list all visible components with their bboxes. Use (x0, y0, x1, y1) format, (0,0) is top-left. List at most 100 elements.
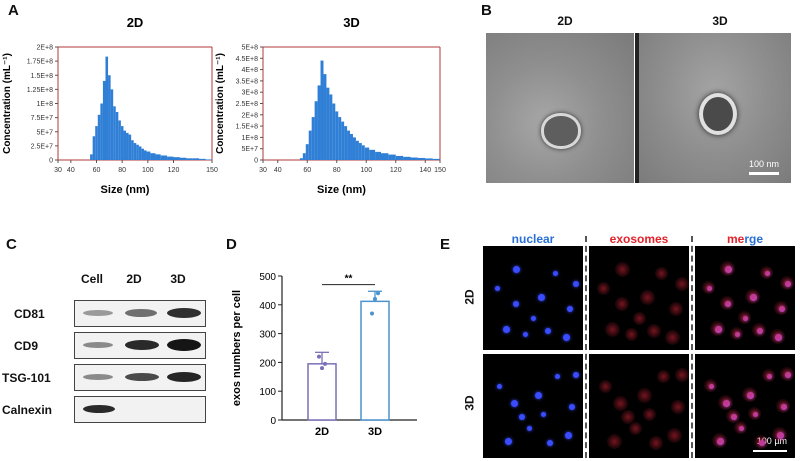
exosome-signal (640, 290, 655, 305)
col-header-nuclear: nuclear (511, 232, 555, 246)
exosome-signal (597, 282, 610, 295)
hist-xtick-label-1-5: 120 (390, 167, 402, 174)
exosome-signal (702, 281, 715, 294)
panel-label-b: B (481, 2, 492, 19)
bar-ytick-label-4: 400 (259, 301, 276, 312)
hist-xtick-label-1-3: 80 (333, 167, 341, 174)
hist-bar-1-21 (361, 145, 365, 160)
exosome-signal (780, 276, 794, 290)
hist-bar-1-11 (332, 103, 336, 160)
hist-bar-1-28 (403, 156, 411, 160)
exosome-signal (780, 367, 794, 381)
row-label-cd9: CD9 (14, 339, 39, 353)
hist-bar-1-15 (344, 126, 348, 160)
nucleus-dot (538, 294, 545, 301)
nucleus-dot (545, 328, 551, 334)
hist-xtick-label-0-4: 100 (142, 167, 154, 174)
exosome-signal (655, 267, 668, 280)
hist-xtick-label-0-2: 60 (93, 167, 101, 174)
hist-xtick-label-1-0: 30 (259, 167, 267, 174)
hist-bar-0-13 (123, 130, 127, 160)
hist-ytick-label-0-1: 2.5E+7 (31, 143, 53, 150)
hist-bar-0-27 (173, 157, 180, 160)
hist-bar-1-4 (311, 117, 315, 160)
exosome-signal (730, 327, 743, 340)
hist-ytick-label-1-8: 4E+8 (241, 67, 258, 74)
hist-bar-0-26 (167, 156, 174, 160)
fluorescence-2d-exosomes (589, 246, 689, 350)
hist-bar-0-9 (113, 106, 116, 160)
blot-row-calnexin (74, 396, 206, 423)
bar-3D (360, 300, 390, 421)
nucleus-dot (567, 306, 573, 312)
panel-label-c: C (6, 236, 17, 253)
exosome-signal (718, 395, 733, 410)
exosome-signal (621, 410, 635, 424)
exosome-signal (760, 266, 773, 279)
fluorescence-3d-exosomes (589, 354, 689, 458)
fluorescence-scale-label: 100 µm (756, 436, 787, 446)
point-2D-0 (317, 354, 321, 359)
hist-bar-0-5 (102, 80, 106, 160)
exosome-signal (742, 387, 757, 402)
hist-bar-0-30 (192, 158, 200, 160)
hist-bar-1-31 (425, 158, 433, 160)
hist-bar-0-16 (131, 140, 134, 160)
nucleus-dot (519, 414, 525, 420)
hist-bar-1-12 (335, 111, 339, 160)
hist-bar-0-6 (105, 56, 109, 161)
hist-ytick-label-0-6: 1.5E+8 (31, 73, 53, 80)
significance-label: ** (345, 274, 353, 285)
row-label-3d: 3D (462, 395, 477, 411)
exosome-signal (643, 408, 656, 421)
hist-bar-0-20 (141, 148, 144, 160)
bar-ytick-label-0: 0 (270, 416, 276, 427)
exosome-signal (657, 370, 670, 383)
hist-bar-0-23 (150, 153, 156, 160)
hist-bar-0-28 (179, 157, 187, 160)
nucleus-dot (535, 392, 542, 399)
hist-ytick-label-1-7: 3.5E+8 (236, 78, 258, 85)
row-label-calnexin: Calnexin (2, 403, 53, 417)
tem-scale-bar (749, 172, 779, 175)
col-header-exosomes: exosomes (609, 232, 669, 246)
hist-xtick-label-1-7: 150 (434, 167, 446, 174)
hist-bar-0-10 (115, 111, 119, 160)
hist-ytick-label-0-5: 1.25E+8 (27, 87, 53, 94)
hist-bar-1-29 (410, 157, 418, 160)
exosome-signal (776, 399, 790, 413)
bar-ytick-label-2: 200 (259, 358, 276, 369)
blot-row-cd81 (74, 300, 206, 327)
exosome-signal (762, 369, 775, 382)
exosome-signal (637, 388, 652, 403)
divider-1 (585, 236, 587, 458)
bar-ytick-label-5: 500 (259, 272, 276, 283)
hist-ytick-label-0-2: 5E+7 (36, 129, 53, 136)
hist-ytick-label-1-2: 1E+8 (241, 135, 258, 142)
hist-bar-0-11 (118, 120, 121, 160)
exosome-signal (633, 312, 646, 325)
row-label-2d: 2D (462, 289, 477, 305)
nucleus-dot (547, 440, 553, 446)
hist-xtick-label-0-1: 40 (67, 167, 75, 174)
fluorescence-3d-merge: 100 µm (695, 354, 795, 458)
hist-bar-1-6 (317, 85, 321, 160)
col-header-merge: merge (695, 232, 795, 246)
hist-xtick-label-1-2: 60 (303, 167, 311, 174)
exosome-signal (665, 330, 680, 345)
row-label-tsg101: TSG-101 (2, 371, 51, 385)
hist-bar-0-2 (95, 126, 98, 160)
exosome-signal (649, 436, 663, 450)
bar-xtick-label-0: 2D (315, 426, 329, 438)
exosome-signal (675, 277, 689, 291)
hist-bar-1-0 (299, 158, 303, 160)
hist-bar-1-8 (323, 74, 327, 160)
hist-xtick-label-1-6: 140 (419, 167, 431, 174)
hist-bar-0-19 (138, 146, 142, 160)
exosome-signal (720, 261, 735, 276)
hist-bar-0-1 (92, 136, 96, 160)
nucleus-dot (497, 384, 502, 389)
exosome-signal (738, 311, 751, 324)
hist-xtick-label-0-5: 120 (168, 167, 180, 174)
lane-label-3d: 3D (170, 272, 186, 286)
